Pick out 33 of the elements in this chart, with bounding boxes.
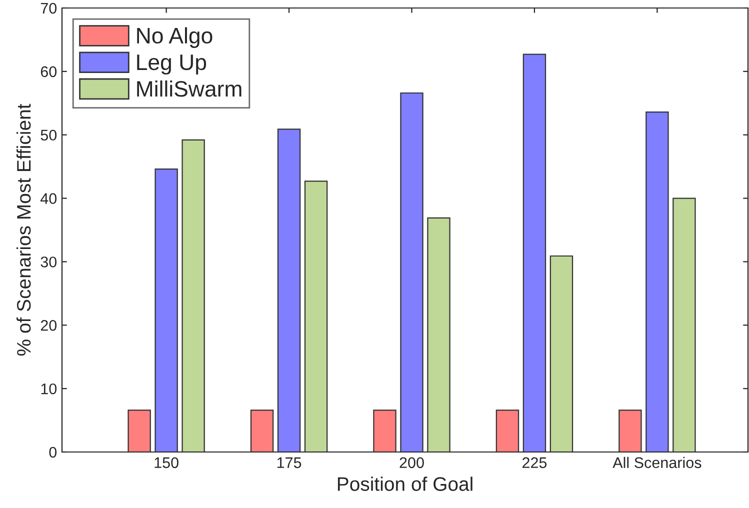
y-tick-label: 70 — [40, 2, 57, 14]
y-tick-label: 40 — [40, 193, 57, 204]
bar — [618, 410, 642, 452]
x-tick-label: All Scenarios — [612, 456, 702, 468]
y-tick-label: 10 — [41, 383, 57, 394]
x-tick-label: 175 — [277, 457, 302, 468]
bar — [128, 410, 151, 452]
bar — [154, 168, 178, 452]
legend-label: MilliSwarm — [137, 80, 242, 97]
bar — [496, 410, 520, 452]
y-tick-label: 30 — [40, 256, 57, 268]
bar — [522, 54, 546, 452]
bar — [182, 139, 205, 452]
x-tick-label: 200 — [400, 457, 424, 468]
bar — [373, 410, 396, 452]
x-tick-label: 150 — [154, 457, 178, 468]
y-tick-label: 20 — [40, 320, 57, 331]
y-tick-label: 60 — [40, 66, 57, 78]
bar — [277, 128, 301, 452]
x-axis-title: Position of Goal — [338, 476, 472, 491]
y-axis-title: % of Scenarios Most Efficient — [16, 104, 31, 356]
bar — [250, 410, 274, 452]
bar — [400, 92, 424, 452]
y-tick-label: 50 — [40, 130, 57, 141]
bar — [304, 180, 328, 452]
y-tick-label: 0 — [49, 446, 57, 458]
bar — [550, 255, 574, 452]
bar — [427, 217, 450, 452]
bar — [672, 198, 696, 452]
legend-label: No Algo — [137, 27, 212, 48]
bar — [646, 111, 669, 452]
legend-label: Leg Up — [137, 54, 206, 75]
x-tick-label: 225 — [522, 457, 547, 468]
